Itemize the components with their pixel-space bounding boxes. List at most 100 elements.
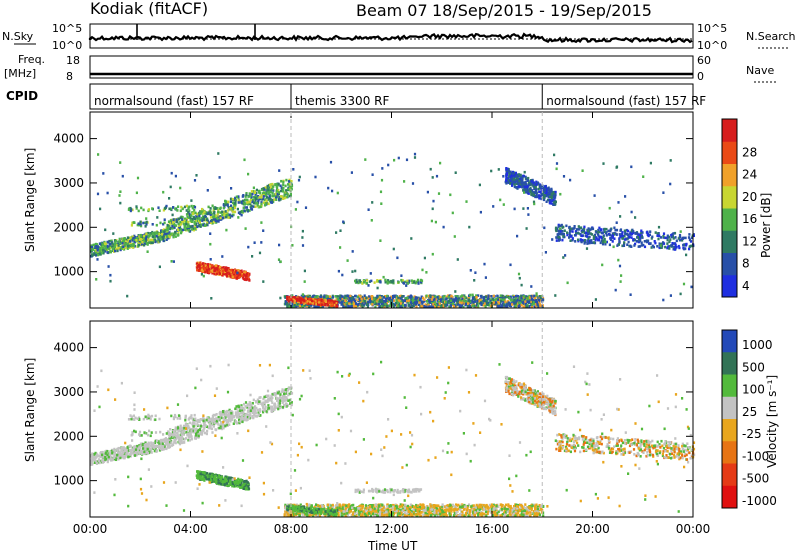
echo-band-rising — [227, 417, 231, 420]
echo-near-range — [219, 265, 222, 269]
ground-scatter — [362, 300, 365, 304]
noise-echo — [158, 265, 161, 269]
echo-band-rising — [271, 407, 274, 410]
ground-scatter — [356, 295, 359, 299]
echo-band-rising — [190, 228, 193, 231]
ground-scatter — [391, 294, 395, 298]
echo-band-early — [104, 456, 107, 459]
echo-late-band — [690, 244, 693, 248]
echo-late-band — [678, 246, 681, 250]
echo-late-band — [605, 234, 608, 237]
ground-scatter — [520, 294, 523, 298]
echo-band-rising — [254, 196, 257, 200]
noise-echo — [465, 200, 468, 203]
ground-scatter — [430, 305, 433, 309]
echo-descending — [524, 175, 527, 179]
noise-echo — [339, 246, 342, 249]
noise-echo — [569, 178, 572, 182]
ground-scatter-strong — [286, 298, 289, 301]
echo-band-rising — [172, 235, 175, 239]
echo-late-band — [583, 242, 586, 245]
echo-late-band — [561, 226, 564, 229]
echo-descending — [544, 185, 547, 188]
noise-echo — [581, 169, 584, 172]
echo-band-rising — [285, 178, 288, 182]
noise-echo — [492, 205, 495, 208]
ground-scatter — [419, 304, 422, 308]
ground-scatter — [515, 303, 519, 307]
echo-late-band — [671, 242, 674, 245]
echo-late-band — [640, 235, 643, 238]
echo-descending — [509, 170, 512, 174]
echo-band-rising — [183, 217, 186, 221]
ground-scatter-strong — [291, 300, 294, 303]
ground-scatter — [393, 295, 396, 298]
echo-band-early — [140, 452, 143, 455]
echo-band-early — [117, 244, 120, 247]
noise-echo — [527, 213, 530, 216]
ground-scatter — [482, 301, 485, 304]
echo-late-band — [636, 240, 639, 243]
echo-late-band — [625, 228, 628, 232]
echo-late-band — [600, 236, 604, 240]
echo-band-rising — [213, 214, 216, 217]
echo-descending — [548, 188, 551, 191]
echo-band-rising — [277, 188, 280, 192]
echo-band-rising — [271, 187, 274, 191]
echo-band-rising — [285, 396, 288, 399]
ground-scatter — [511, 298, 514, 302]
ground-scatter — [518, 298, 521, 301]
noise-echo — [247, 172, 250, 176]
ground-scatter — [471, 299, 474, 303]
echo-descending — [548, 191, 551, 195]
echo-band-early — [131, 452, 134, 455]
echo-late-band — [605, 231, 608, 235]
echo-descending — [517, 177, 520, 181]
echo-band-rising — [191, 212, 195, 215]
noise-echo — [119, 201, 122, 205]
echo-late-band — [692, 234, 695, 237]
ground-scatter-strong — [314, 298, 317, 301]
echo-band-early — [139, 442, 142, 446]
echo-band-rising — [279, 184, 282, 188]
echo-band-rising — [200, 210, 203, 213]
echo-band-rising — [264, 186, 267, 189]
echo-band-rising — [234, 204, 237, 207]
ground-scatter — [529, 300, 532, 304]
echo-band-early — [162, 438, 165, 442]
echo-band-rising — [255, 201, 258, 205]
noise-echo — [97, 153, 100, 156]
echo-band-early — [95, 254, 98, 257]
echo-band-early — [142, 234, 145, 238]
ground-scatter — [452, 298, 455, 301]
ground-scatter — [296, 302, 299, 306]
echo-late-band — [555, 239, 558, 242]
ground-scatter — [415, 302, 418, 306]
echo-near-range — [211, 264, 214, 267]
noise-echo — [566, 281, 569, 285]
ground-scatter — [445, 301, 448, 304]
noise-echo — [526, 207, 529, 210]
ground-scatter — [407, 304, 410, 307]
echo-mid-patch — [361, 282, 364, 285]
echo-late-band — [593, 233, 596, 237]
ground-scatter — [423, 298, 426, 301]
noise-echo — [594, 298, 597, 301]
noise-echo — [301, 236, 304, 239]
ground-scatter-strong — [330, 304, 333, 308]
ground-scatter — [469, 305, 472, 308]
echo-band-early — [150, 443, 153, 447]
echo-band-early — [165, 447, 168, 451]
ground-scatter — [314, 296, 317, 299]
echo-near-range — [235, 277, 238, 280]
ground-scatter — [472, 300, 475, 304]
noise-echo — [554, 294, 557, 297]
echo-band-early — [139, 234, 142, 238]
echo-descending — [518, 185, 521, 188]
echo-band-rising — [255, 195, 258, 198]
echo-late-band — [619, 235, 622, 238]
noise-echo — [171, 213, 174, 217]
power-colorbar-label: Power [dB] — [759, 193, 773, 258]
echo-late-band — [579, 233, 582, 236]
echo-mid-patch — [410, 279, 413, 282]
